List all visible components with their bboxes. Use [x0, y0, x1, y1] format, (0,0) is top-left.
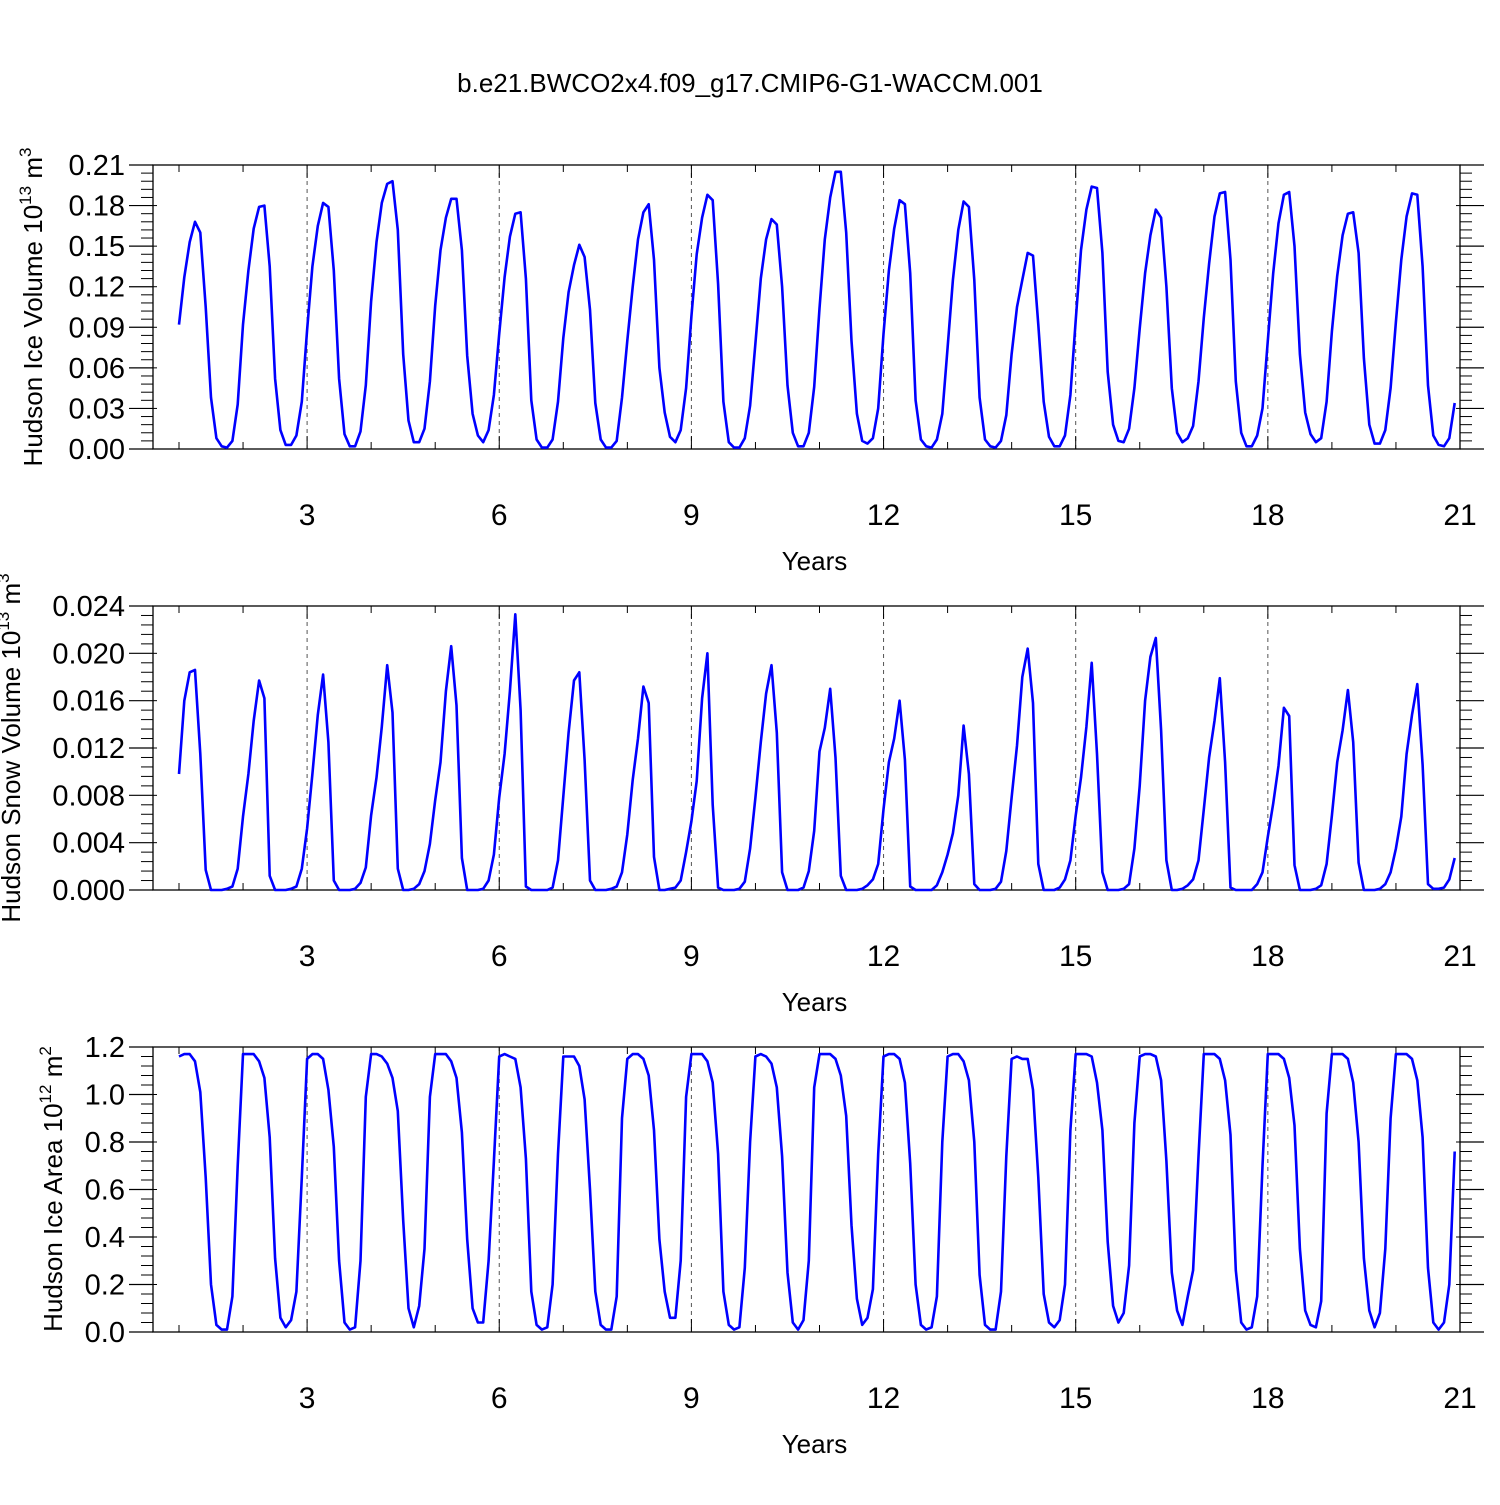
x-tick-label: 12	[867, 940, 900, 973]
x-tick-label: 3	[299, 1382, 316, 1415]
x-tick-label: 15	[1059, 499, 1092, 532]
y-tick-label: 0.15	[69, 231, 125, 263]
x-tick-label: 6	[491, 1382, 508, 1415]
chart-panel-3: 3 6 9 12 15 18 21 0.0 0.2 0.4 0.6 0.8 1.0 1.2 Years Hud…	[36, 1032, 1484, 1459]
x-tick-label: 15	[1059, 1382, 1092, 1415]
y-tick-label: 0.09	[69, 312, 125, 344]
chart-panel-1: 3 6 9 12 15 18 21 0.00 0.03 0.06 0.09 0.12 0.15 0.18 0…	[16, 148, 1484, 576]
y-tick-label: 0.21	[69, 150, 125, 182]
y-tick-label: 1.2	[85, 1032, 125, 1064]
x-tick-label: 15	[1059, 940, 1092, 973]
y-tick-label: 0.18	[69, 191, 125, 223]
y-tick-label: 0.0	[85, 1317, 125, 1349]
y-tick-label: 0.03	[69, 393, 125, 425]
x-tick-label: 21	[1443, 1382, 1476, 1415]
x-axis-label: Years	[782, 1429, 848, 1459]
y-tick-label: 0.020	[52, 638, 125, 670]
x-tick-label: 9	[683, 499, 700, 532]
y-tick-label: 0.00	[69, 434, 125, 466]
x-tick-label: 3	[299, 940, 316, 973]
y-tick-label: 0.06	[69, 353, 125, 385]
x-tick-label: 9	[683, 1382, 700, 1415]
y-tick-label: 1.0	[85, 1080, 125, 1112]
series-line-1	[177, 170, 1456, 449]
x-tick-label: 18	[1251, 499, 1284, 532]
figure-title: b.e21.BWCO2x4.f09_g17.CMIP6-G1-WACCM.001	[457, 68, 1043, 98]
x-tick-label: 12	[867, 1382, 900, 1415]
series-line-2	[177, 612, 1456, 892]
y-tick-label: 0.004	[52, 828, 125, 860]
series-line-3	[178, 1052, 1456, 1331]
y-tick-label: 0.2	[85, 1270, 125, 1302]
plot-frame	[152, 164, 1461, 450]
y-tick-label: 0.000	[52, 875, 125, 907]
x-tick-label: 6	[491, 940, 508, 973]
y-axis-label: Hudson Ice Volume 1013 m3	[16, 148, 48, 467]
x-tick-label: 21	[1443, 940, 1476, 973]
y-tick-label: 0.024	[52, 591, 125, 623]
x-tick-label: 6	[491, 499, 508, 532]
chart-panel-2: 3 6 9 12 15 18 21 0.000 0.004 0.008 0.012 0.016 0.02…	[0, 573, 1484, 1017]
y-tick-label: 0.012	[52, 733, 125, 765]
y-tick-label: 0.6	[85, 1175, 125, 1207]
x-tick-label: 18	[1251, 940, 1284, 973]
y-tick-label: 0.8	[85, 1127, 125, 1159]
x-axis-label: Years	[782, 987, 848, 1017]
x-tick-label: 12	[867, 499, 900, 532]
plot-frame	[152, 605, 1461, 891]
y-axis-label: Hudson Snow Volume 1013 m3	[0, 573, 26, 922]
x-axis-label: Years	[782, 546, 848, 576]
y-tick-label: 0.008	[52, 780, 125, 812]
y-axis-label: Hudson Ice Area 1012 m2	[36, 1046, 68, 1332]
y-tick-label: 0.4	[85, 1222, 125, 1254]
y-tick-label: 0.016	[52, 686, 125, 718]
y-tick-label: 0.12	[69, 272, 125, 304]
x-tick-label: 3	[299, 499, 316, 532]
x-tick-label: 9	[683, 940, 700, 973]
x-tick-label: 21	[1443, 499, 1476, 532]
x-tick-label: 18	[1251, 1382, 1284, 1415]
